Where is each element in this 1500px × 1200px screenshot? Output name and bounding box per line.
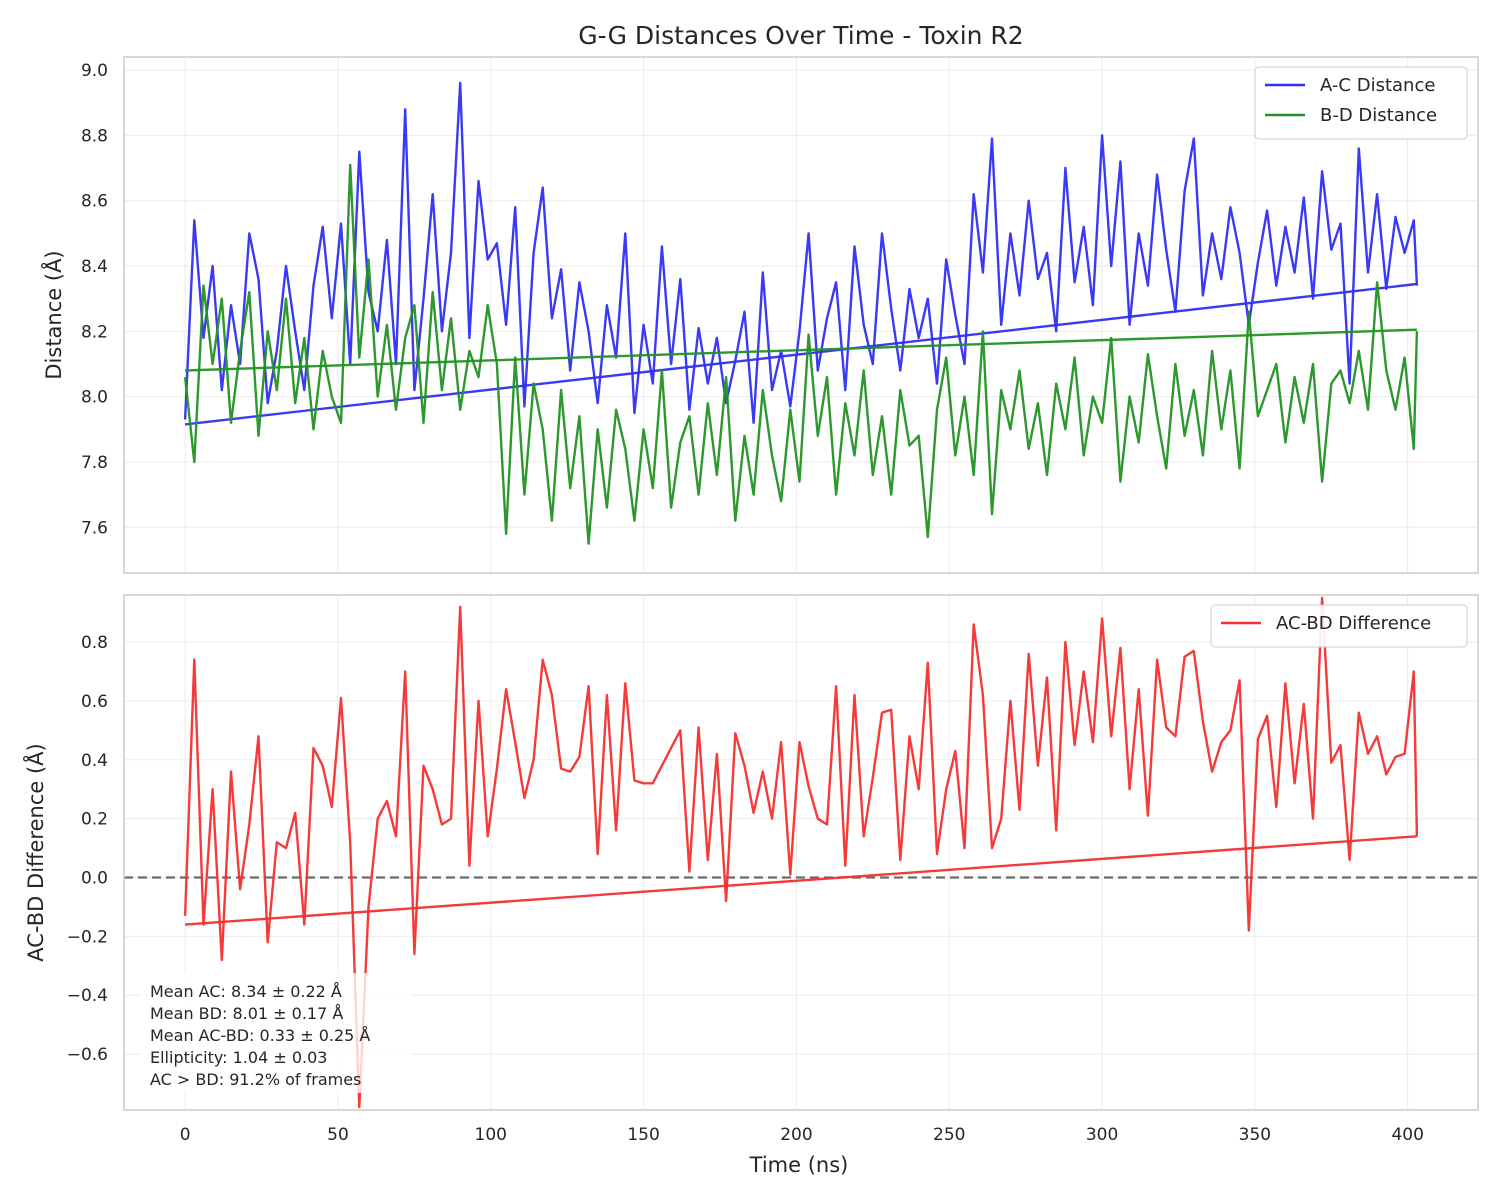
stats-line: Mean BD: 8.01 ± 0.17 Å <box>150 1004 343 1023</box>
stats-line: Mean AC: 8.34 ± 0.22 Å <box>150 982 342 1001</box>
series-b-d-distance <box>183 163 1419 545</box>
y-tick-label: 0.6 <box>81 692 108 712</box>
legend-box <box>1254 66 1468 140</box>
legend-label: AC-BD Difference <box>1276 613 1431 634</box>
x-tick-label: 250 <box>933 1125 965 1145</box>
x-tick-label: 150 <box>627 1125 659 1145</box>
legend-label: B-D Distance <box>1320 105 1437 126</box>
trend-line <box>185 328 1417 372</box>
y-tick-label: 8.8 <box>81 126 108 146</box>
y-tick-label: 7.8 <box>81 453 108 473</box>
plot-frame <box>123 56 1479 574</box>
y-tick-label: 7.6 <box>81 518 108 538</box>
y-tick-label: −0.4 <box>67 986 108 1006</box>
trend-line <box>185 835 1417 926</box>
y-tick-label: 0.8 <box>81 633 108 653</box>
trend-line <box>184 282 1418 426</box>
stats-background <box>140 973 412 1093</box>
y-tick-label: 8.4 <box>81 257 108 277</box>
series-ac-bd-difference <box>183 596 1419 1109</box>
x-axis-label: Time (ns) <box>749 1153 849 1177</box>
stats-box: Mean AC: 8.34 ± 0.22 Å Mean BD: 8.01 ± 0.… <box>140 973 412 1093</box>
y-tick-label: 0.2 <box>81 810 108 830</box>
x-tick-label: 100 <box>475 1125 507 1145</box>
distance-panel: 7.6 7.8 8.0 8.2 8.4 8.6 8.8 9.0 Distance (Å) G-G … <box>40 21 1479 574</box>
legend: A-C Distance B-D Distance <box>1254 66 1468 140</box>
y-tick-label: −0.6 <box>67 1045 108 1065</box>
x-tick-label: 200 <box>780 1125 812 1145</box>
stats-line: AC > BD: 91.2% of frames <box>150 1070 361 1089</box>
y-tick-label: 0.0 <box>81 869 108 889</box>
stats-line: Ellipticity: 1.04 ± 0.03 <box>150 1048 327 1067</box>
x-tick-label: 350 <box>1239 1125 1271 1145</box>
y-tick-label: 8.2 <box>81 322 108 342</box>
plot-frame <box>123 594 1479 1111</box>
y-axis-label: AC-BD Difference (Å) <box>22 743 48 961</box>
y-tick-label: 0.4 <box>81 751 108 771</box>
stats-line: Mean AC-BD: 0.33 ± 0.25 Å <box>150 1026 370 1045</box>
x-tick-label: 50 <box>327 1125 349 1145</box>
x-tick-label: 0 <box>180 1125 191 1145</box>
legend-box <box>1210 604 1468 648</box>
y-tick-label: 8.6 <box>81 192 108 212</box>
y-tick-label: −0.2 <box>67 927 108 947</box>
y-tick-label: 8.0 <box>81 388 108 408</box>
x-tick-label: 400 <box>1391 1125 1423 1145</box>
y-axis-label: Distance (Å) <box>40 250 66 379</box>
chart-title: G-G Distances Over Time - Toxin R2 <box>578 21 1023 50</box>
series-a-c-distance <box>183 81 1419 424</box>
legend: AC-BD Difference <box>1210 604 1468 648</box>
difference-panel: −0.6 −0.4 −0.2 0.0 0.2 0.4 0.6 0.8 0 50 100 150 200 2… <box>22 594 1479 1177</box>
x-tick-label: 300 <box>1086 1125 1118 1145</box>
y-tick-label: 9.0 <box>81 61 108 81</box>
legend-label: A-C Distance <box>1320 75 1435 96</box>
